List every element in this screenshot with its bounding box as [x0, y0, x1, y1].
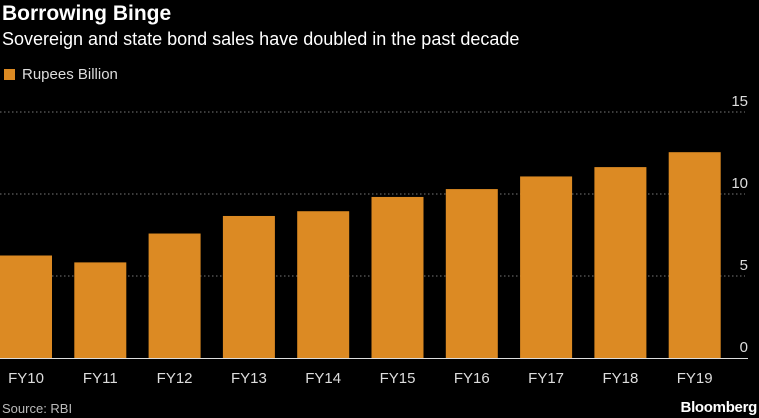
x-tick-label: FY17 — [528, 370, 564, 387]
x-tick-label: FY16 — [454, 370, 490, 387]
bar-fy17 — [520, 176, 573, 358]
source-note: Source: RBI — [2, 401, 73, 416]
bar-fy13 — [222, 215, 275, 358]
y-tick-label: 0 — [740, 339, 748, 356]
bar-fy12 — [148, 233, 201, 358]
bar-fy19 — [668, 152, 721, 358]
bar-fy16 — [445, 189, 498, 358]
x-tick-label: FY12 — [157, 370, 193, 387]
x-tick-label: FY10 — [8, 370, 44, 387]
chart-subtitle: Sovereign and state bond sales have doub… — [2, 29, 520, 49]
bar-fy11 — [74, 262, 127, 358]
bar-fy18 — [594, 167, 647, 358]
legend-swatch — [4, 69, 15, 80]
x-tick-label: FY14 — [305, 370, 341, 387]
y-tick-label: 15 — [731, 93, 748, 110]
bar-fy14 — [297, 211, 350, 358]
x-tick-label: FY11 — [83, 370, 118, 387]
legend-label: Rupees Billion — [22, 66, 118, 83]
chart-title: Borrowing Binge — [2, 2, 172, 25]
x-tick-label: FY15 — [380, 370, 416, 387]
x-tick-label: FY18 — [602, 370, 638, 387]
legend: Rupees Billion — [4, 66, 118, 83]
x-tick-label: FY13 — [231, 370, 267, 387]
y-tick-label: 5 — [740, 257, 748, 274]
x-tick-label: FY19 — [677, 370, 713, 387]
y-tick-label: 10 — [731, 175, 748, 192]
bloomberg-logo: Bloomberg — [680, 399, 758, 416]
bar-fy10 — [0, 255, 52, 358]
bar-fy15 — [371, 196, 424, 358]
